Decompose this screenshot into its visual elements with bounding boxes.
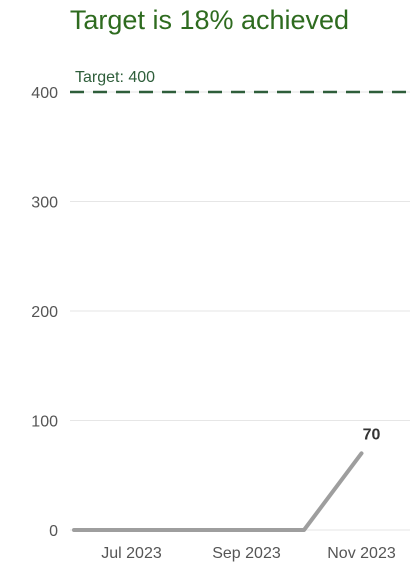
data-labels: 70 [363,426,381,443]
target-group: Target: 400 [70,69,410,94]
series-group [72,451,364,532]
x-tick-label: Jul 2023 [101,545,162,562]
target-label: Target: 400 [75,69,155,86]
y-tick-label: 0 [49,523,58,540]
x-tick-label: Sep 2023 [212,545,281,562]
y-tick-label: 200 [31,304,58,321]
chart-title: Target is 18% achieved [69,5,350,35]
series-line [72,451,364,532]
y-tick-label: 400 [31,85,58,102]
y-axis-ticks: 0 100 200 300 400 [31,85,58,540]
y-tick-label: 300 [31,195,58,212]
x-axis-ticks: Jul 2023 Sep 2023 Nov 2023 [101,545,396,562]
data-label: 70 [363,426,381,443]
x-tick-label: Nov 2023 [327,545,396,562]
y-tick-label: 100 [31,414,58,431]
gridlines [70,91,410,531]
